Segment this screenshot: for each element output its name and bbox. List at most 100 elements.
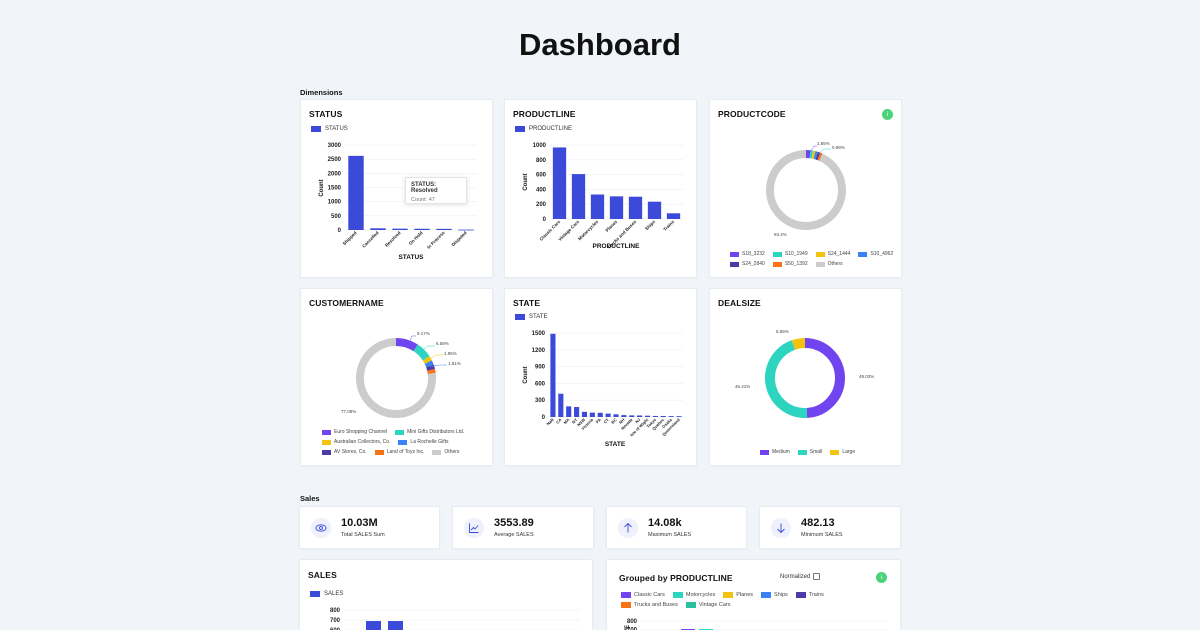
- chart-legend[interactable]: STATE: [515, 314, 547, 320]
- legend-swatch: [797, 449, 807, 455]
- legend-item[interactable]: Trucks and Buses: [621, 602, 678, 608]
- legend-label: S10_1949: [784, 251, 808, 257]
- legend-item[interactable]: Mini Gifts Distributors Ltd.: [395, 429, 464, 435]
- legend-swatch: [672, 592, 683, 598]
- legend-item[interactable]: S24_1444: [815, 251, 851, 257]
- legend-label: S24_1444: [827, 251, 851, 257]
- x-tick-label: NJ: [634, 417, 641, 424]
- legend-swatch: [310, 591, 320, 597]
- legend-label: Large: [842, 449, 856, 455]
- legend-item[interactable]: S24_2840: [730, 261, 765, 267]
- x-tick-label: MA: [562, 417, 570, 425]
- chart-legend[interactable]: SALES: [310, 591, 343, 597]
- y-tick-label: 0: [542, 415, 546, 421]
- info-badge-icon[interactable]: i: [876, 572, 887, 583]
- x-axis-label: STATE: [605, 441, 626, 448]
- slice-label: 49.03%: [859, 374, 874, 379]
- y-tick-label: 400: [536, 187, 547, 193]
- legend-item[interactable]: Planes: [723, 592, 753, 598]
- bar: [348, 155, 364, 230]
- pie-slice: [765, 338, 845, 418]
- legend-swatch: [730, 251, 739, 257]
- legend-item[interactable]: S10_4962: [858, 251, 893, 257]
- y-axis-label: Count: [319, 179, 325, 196]
- legend-item[interactable]: Classic Cars: [621, 592, 665, 598]
- legend-item[interactable]: Land of Toys Inc.: [374, 449, 424, 455]
- normalized-checkbox[interactable]: [813, 573, 821, 580]
- x-tick-label: Cancelled: [361, 230, 380, 249]
- legend-item[interactable]: Others: [432, 449, 459, 455]
- legend-swatch: [374, 449, 384, 455]
- card-title: CUSTOMERNAME: [309, 298, 384, 308]
- legend-label: Trucks and Buses: [634, 602, 678, 608]
- legend-swatch: [398, 439, 408, 445]
- normalized-toggle[interactable]: Normalized: [780, 573, 821, 580]
- card-title: Grouped by PRODUCTLINE: [619, 573, 733, 583]
- legend-item[interactable]: Trains: [795, 592, 824, 598]
- legend-swatch: [858, 251, 868, 257]
- kpi-value: 3553.89: [494, 517, 534, 529]
- legend-swatch: [322, 449, 331, 455]
- tooltip-value: Count: 47: [411, 197, 435, 203]
- x-tick-label: NaN: [545, 417, 554, 426]
- chart-legend[interactable]: PRODUCTLINE: [515, 126, 572, 132]
- y-tick-label: 600: [536, 173, 547, 179]
- legend-swatch: [621, 592, 631, 598]
- pie-slice: [765, 338, 845, 418]
- card-title: SALES: [308, 570, 337, 580]
- grouped-legend: Classic Cars Motorcycles Planes Ships Trains…: [621, 592, 851, 608]
- bar: [558, 393, 564, 417]
- slice-label-line: [408, 335, 416, 344]
- slice-label: 93.2%: [774, 232, 787, 237]
- legend-swatch: [322, 439, 331, 445]
- x-tick-label: Planes: [604, 219, 618, 233]
- legend-item[interactable]: Ships: [761, 592, 788, 598]
- x-tick-label: CT: [603, 417, 611, 425]
- bar: [590, 194, 605, 219]
- legend-item[interactable]: Motorcycles: [672, 592, 715, 598]
- legend-label: La Rochelle Gifts: [410, 439, 449, 445]
- dealsize-card: DEALSIZE 49.03% 45.41% 5.56% Medium Small La…: [710, 289, 901, 465]
- bar: [370, 228, 386, 230]
- y-tick-label: 1000: [328, 200, 342, 206]
- y-tick-label: 600: [330, 628, 341, 630]
- bar: [621, 415, 627, 417]
- bar: [436, 228, 452, 230]
- legend-item[interactable]: Euro Shopping Channel: [322, 429, 387, 435]
- legend-swatch: [432, 449, 442, 455]
- bar: [613, 414, 619, 417]
- grouped-bar-chart: 800 700VE: [625, 619, 887, 630]
- x-tick-label: Resolved: [384, 230, 402, 248]
- legend-label: S50_1392: [784, 261, 808, 267]
- legend-item[interactable]: Others: [815, 261, 843, 267]
- legend-label: Classic Cars: [634, 592, 665, 598]
- y-tick-label: 0: [543, 217, 547, 223]
- x-tick-label: Disputed: [451, 230, 468, 247]
- y-axis-label: Count: [523, 366, 529, 383]
- legend-item[interactable]: Australian Collectors, Co.: [322, 439, 390, 445]
- kpi-card-minimum-sales: 482.13 Minimum SALES: [760, 507, 900, 548]
- bar: [571, 174, 586, 219]
- info-badge-icon[interactable]: i: [882, 109, 893, 120]
- slice-label: 45.41%: [735, 384, 750, 389]
- legend-item[interactable]: Medium: [760, 449, 790, 455]
- legend-item[interactable]: S18_3232: [730, 251, 765, 257]
- legend-item[interactable]: AV Stores, Co.: [322, 449, 367, 455]
- legend-item[interactable]: S50_1392: [772, 261, 808, 267]
- y-tick-label: 0: [338, 228, 342, 234]
- legend-item[interactable]: Small: [797, 449, 822, 455]
- legend-item[interactable]: La Rochelle Gifts: [398, 439, 449, 445]
- legend-item[interactable]: Vintage Cars: [685, 602, 731, 608]
- legend-item[interactable]: S10_1949: [772, 251, 808, 257]
- bar: [629, 415, 635, 417]
- status-card: STATUS STATUS 0 500 1000 1500 2000 2500 3000 Co…: [301, 100, 492, 277]
- bar: [660, 415, 666, 417]
- legend-item[interactable]: Large: [830, 449, 855, 455]
- pie-slice: [356, 338, 436, 418]
- bar: [637, 415, 643, 417]
- card-title: DEALSIZE: [718, 298, 761, 308]
- kpi-value: 10.03M: [341, 517, 378, 529]
- chart-legend[interactable]: STATUS: [311, 126, 348, 132]
- y-tick-label: 900: [535, 365, 546, 371]
- pie-legend: Medium Small Large: [760, 449, 890, 455]
